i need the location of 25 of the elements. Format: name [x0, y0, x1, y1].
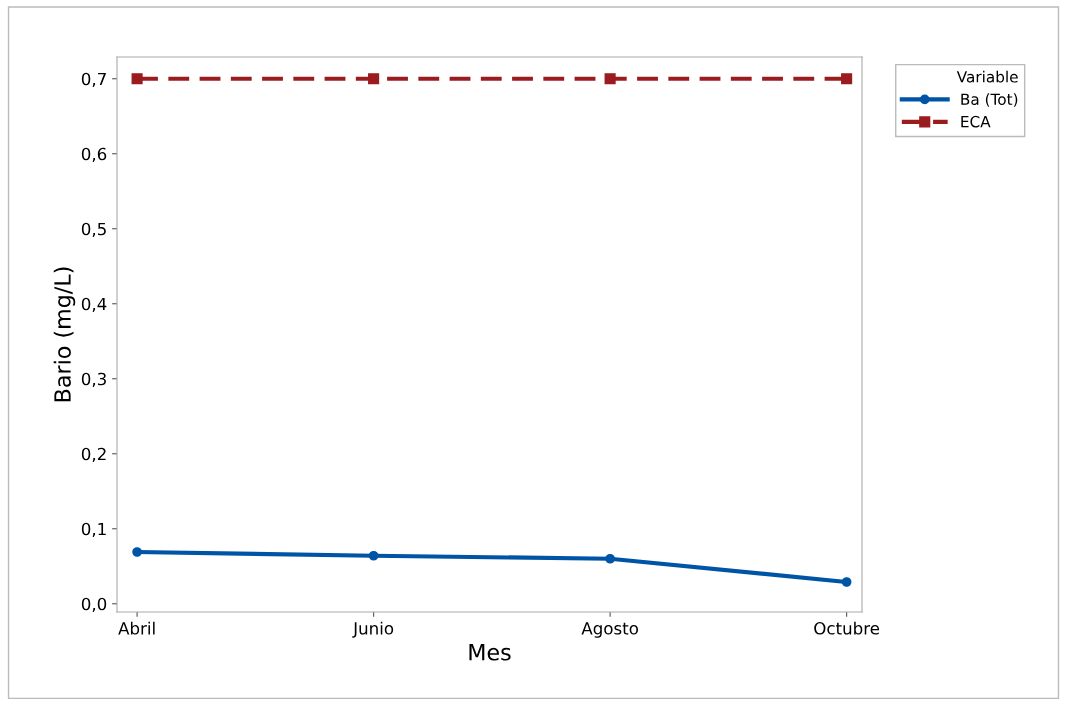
point	[132, 547, 142, 557]
x-tick-label: Octubre	[814, 621, 880, 635]
point	[368, 73, 380, 85]
legend-label: ECA	[961, 115, 991, 128]
y-tick-label: 0,2	[81, 447, 106, 463]
x-tick-label: Abril	[118, 621, 155, 635]
point	[841, 73, 853, 85]
x-tick-label: Agosto	[581, 622, 638, 638]
y-tick-label: 0,7	[81, 72, 106, 88]
y-tick-label: 0,3	[81, 372, 106, 388]
point	[605, 553, 615, 564]
y-tick-label: 0,6	[81, 147, 107, 163]
y-tick-label: 0,1	[81, 522, 106, 538]
legend-label: Ba (Tot)	[961, 93, 1018, 107]
point	[604, 73, 616, 85]
y-tick-label: 0,4	[81, 297, 107, 313]
y-tick-label: 0,0	[81, 597, 107, 613]
point	[368, 550, 379, 561]
point	[841, 577, 852, 587]
legend-title: Variable	[956, 70, 1018, 83]
y-tick-label: 0,5	[81, 222, 106, 238]
x-tick-label: Junio	[352, 621, 394, 638]
x-axis-title: Mes	[469, 644, 511, 661]
point	[131, 73, 143, 85]
y-axis-title: Bario (mg/L)	[53, 267, 76, 402]
